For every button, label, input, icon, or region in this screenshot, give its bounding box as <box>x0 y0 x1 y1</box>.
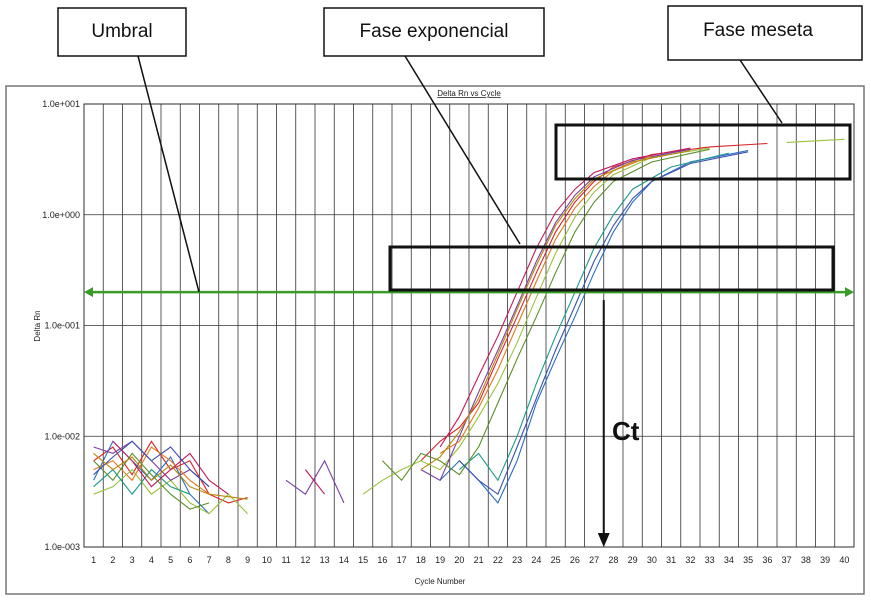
x-tick-label: 21 <box>474 555 484 565</box>
exponencial-callout-box <box>323 7 545 57</box>
chart-title: Delta Rn vs Cycle <box>437 89 501 98</box>
x-tick-label: 39 <box>820 555 830 565</box>
x-tick-label: 2 <box>110 555 115 565</box>
x-tick-label: 9 <box>245 555 250 565</box>
x-tick-label: 35 <box>743 555 753 565</box>
y-tick-label: 1.0e+001 <box>42 99 80 109</box>
x-tick-label: 34 <box>724 555 734 565</box>
x-tick-label: 38 <box>801 555 811 565</box>
x-tick-label: 32 <box>685 555 695 565</box>
exponencial-leader-line <box>404 55 521 245</box>
y-tick-label: 1.0e-003 <box>44 542 80 552</box>
meseta-callout-text: Fase meseta <box>703 20 813 41</box>
amplification-curve <box>420 149 691 471</box>
amplification-curve <box>93 452 210 510</box>
x-tick-label: 1 <box>91 555 96 565</box>
amplification-curve <box>459 152 730 482</box>
umbral-leader-line <box>137 55 200 293</box>
x-tick-label: 13 <box>320 555 330 565</box>
amplification-curve <box>459 151 749 496</box>
amplification-curve <box>439 155 653 454</box>
x-tick-label: 26 <box>570 555 580 565</box>
x-tick-label: 15 <box>358 555 368 565</box>
y-axis-label: Delta Rn <box>33 310 42 341</box>
x-tick-label: 8 <box>226 555 231 565</box>
amplification-curve <box>285 459 345 504</box>
y-tick-label: 1.0e-001 <box>44 321 80 331</box>
x-tick-label: 3 <box>130 555 135 565</box>
y-tick-label: 1.0e+000 <box>42 210 80 220</box>
x-axis-label: Cycle Number <box>415 577 466 586</box>
grid-lines <box>83 103 855 548</box>
ct-arrow-head <box>597 533 610 547</box>
amplification-curve <box>93 452 248 500</box>
x-tick-label: 24 <box>531 555 541 565</box>
x-tick-label: 31 <box>666 555 676 565</box>
x-tick-label: 30 <box>647 555 657 565</box>
x-tick-label: 25 <box>551 555 561 565</box>
y-tick-label: 1.0e-002 <box>44 431 80 441</box>
x-tick-label: 7 <box>207 555 212 565</box>
amplification-curve <box>93 440 210 488</box>
meseta-leader-line <box>739 59 783 124</box>
amplification-curve <box>112 440 229 495</box>
x-tick-label: 23 <box>512 555 522 565</box>
x-tick-label: 27 <box>589 555 599 565</box>
umbral-callout-box <box>57 7 187 57</box>
ct-label: Ct <box>612 416 640 446</box>
x-tick-label: 29 <box>628 555 638 565</box>
amplification-curve <box>382 148 710 482</box>
x-tick-label: 36 <box>762 555 772 565</box>
x-tick-label: 20 <box>454 555 464 565</box>
x-tick-label: 10 <box>262 555 272 565</box>
meseta-callout-box <box>667 5 863 61</box>
x-tick-label: 40 <box>839 555 849 565</box>
x-tick-label: 11 <box>281 555 290 565</box>
plateau-phase-box <box>554 123 852 181</box>
x-tick-labels: 1 2 3 4 5 6 7 8 9 10 11 12 13 14 15 16 17 18 19 20 21 22 23 24 2… <box>91 555 849 565</box>
amplification-curve <box>362 147 710 495</box>
amplification-curve <box>786 138 845 143</box>
x-tick-label: 12 <box>300 555 310 565</box>
umbral-callout-text: Umbral <box>91 21 152 42</box>
x-tick-label: 5 <box>168 555 173 565</box>
amplification-curve <box>93 468 191 496</box>
amplification-curve <box>93 446 210 495</box>
x-tick-label: 6 <box>187 555 192 565</box>
x-tick-label: 33 <box>705 555 715 565</box>
x-tick-label: 19 <box>435 555 445 565</box>
y-tick-labels: 1.0e-003 1.0e-002 1.0e-001 1.0e+000 1.0e+001 <box>42 99 80 552</box>
threshold-arrow-right <box>845 287 854 298</box>
exponential-phase-box <box>388 245 835 292</box>
x-tick-label: 37 <box>782 555 792 565</box>
amplification-curve <box>304 469 326 495</box>
threshold-arrow-left <box>84 287 93 298</box>
x-tick-label: 22 <box>493 555 503 565</box>
x-tick-label: 28 <box>608 555 618 565</box>
x-tick-label: 16 <box>377 555 387 565</box>
x-tick-label: 17 <box>397 555 407 565</box>
exponencial-callout-text: Fase exponencial <box>360 21 509 42</box>
x-tick-label: 18 <box>416 555 426 565</box>
x-tick-label: 4 <box>149 555 154 565</box>
x-tick-label: 14 <box>339 555 349 565</box>
